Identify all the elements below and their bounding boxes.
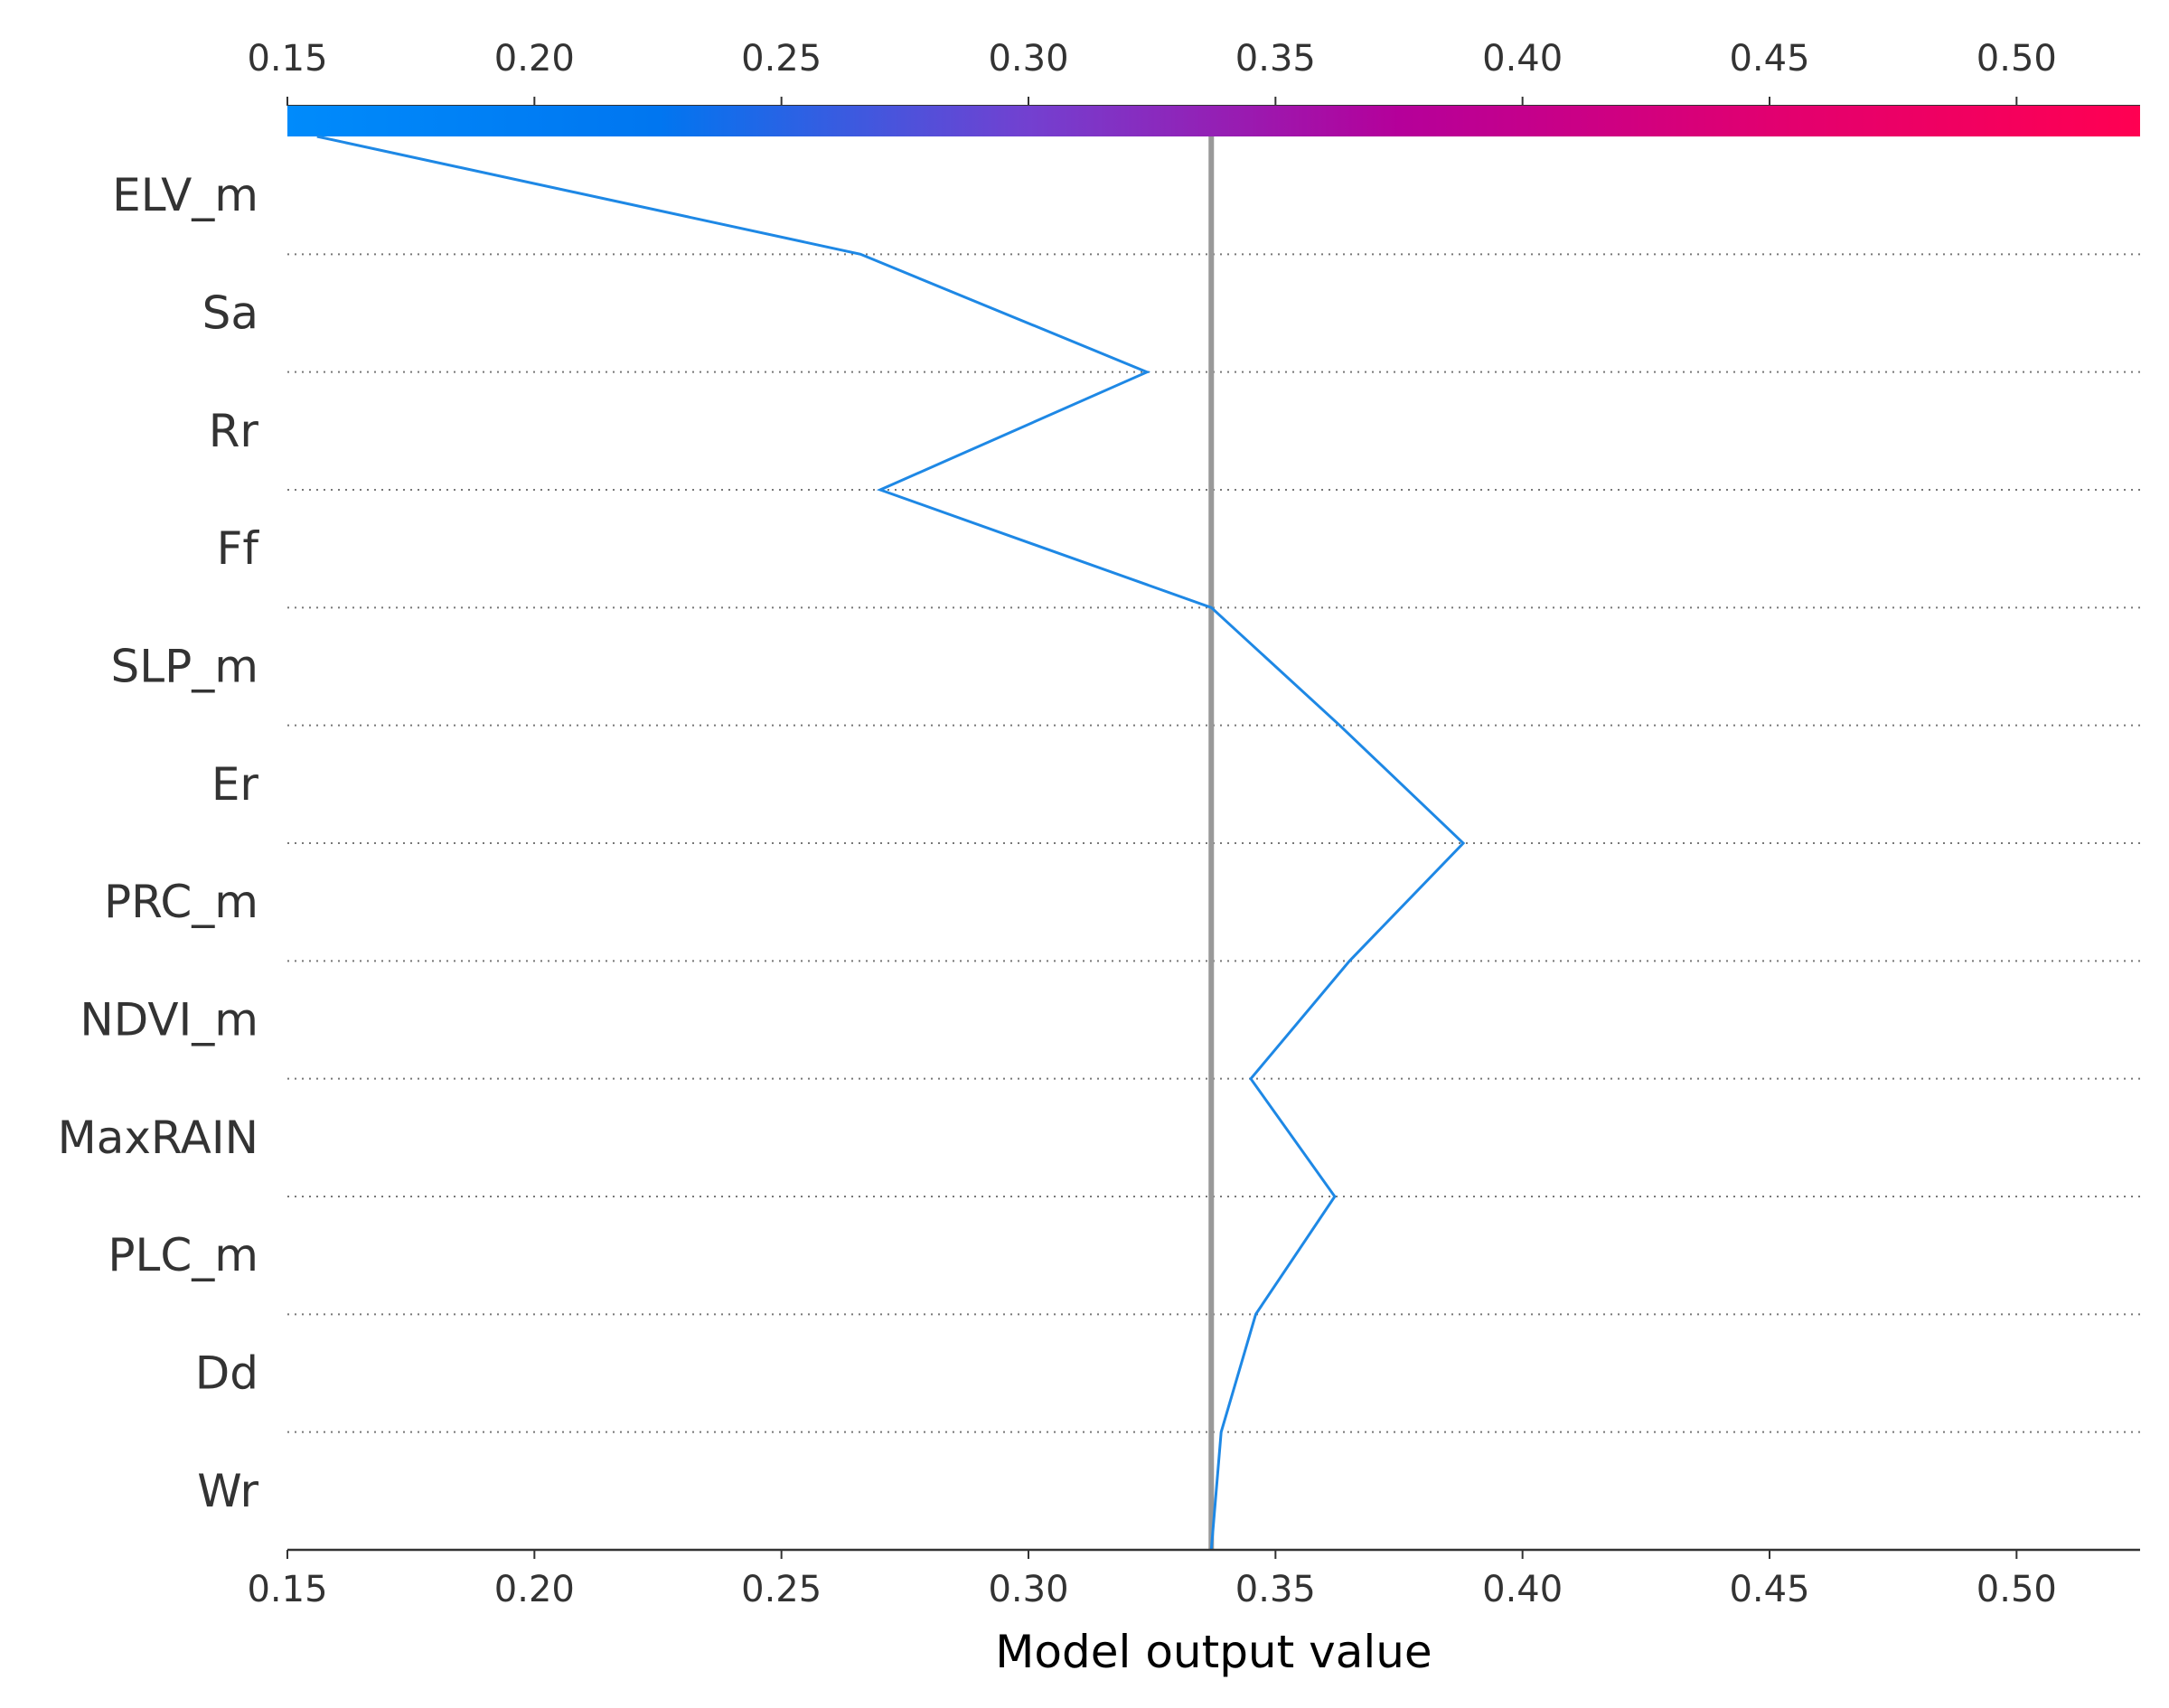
top-tick-label: 0.25 — [741, 38, 822, 80]
top-tick-label: 0.30 — [988, 38, 1068, 80]
feature-label-maxrain: MaxRAIN — [58, 1112, 258, 1164]
bottom-tick-label: 0.35 — [1235, 1569, 1316, 1610]
bottom-tick-label: 0.25 — [741, 1569, 822, 1610]
top-tick-label: 0.50 — [1977, 38, 2057, 80]
colorbar — [287, 106, 2140, 136]
feature-label-prc_m: PRC_m — [104, 876, 258, 928]
feature-label-plc_m: PLC_m — [108, 1229, 258, 1281]
feature-label-er: Er — [211, 758, 259, 811]
feature-label-dd: Dd — [195, 1347, 258, 1400]
bottom-tick-label: 0.20 — [494, 1569, 575, 1610]
top-tick-label: 0.40 — [1482, 38, 1563, 80]
feature-label-ff: Ff — [217, 522, 260, 575]
feature-label-rr: Rr — [209, 405, 259, 457]
top-tick-label: 0.45 — [1729, 38, 1809, 80]
bottom-tick-label: 0.15 — [247, 1569, 327, 1610]
bottom-tick-label: 0.30 — [988, 1569, 1068, 1610]
feature-label-wr: Wr — [197, 1465, 258, 1517]
feature-label-sa: Sa — [202, 287, 258, 340]
top-tick-label: 0.15 — [247, 38, 327, 80]
x-axis-title: Model output value — [995, 1626, 1432, 1678]
feature-label-elv_m: ELV_m — [112, 169, 258, 221]
top-tick-label: 0.35 — [1235, 38, 1316, 80]
bottom-tick-label: 0.50 — [1977, 1569, 2057, 1610]
feature-label-slp_m: SLP_m — [111, 641, 258, 693]
bottom-axis: 0.15 0.20 0.25 0.30 0.35 0.40 0.45 0.50 — [247, 1548, 2140, 1610]
feature-label-ndvi_m: NDVI_m — [80, 994, 258, 1046]
bottom-tick-label: 0.40 — [1482, 1569, 1563, 1610]
feature-labels: ELV_m Sa Rr Ff SLP_m Er PRC_m NDVI_m MaxRAIN PLC_… — [58, 169, 260, 1517]
decision-path-line — [316, 135, 1466, 1551]
top-tick-label: 0.20 — [494, 38, 575, 80]
bottom-tick-label: 0.45 — [1729, 1569, 1809, 1610]
top-axis: 0.15 0.20 0.25 0.30 0.35 0.40 0.45 0.50 — [247, 38, 2140, 107]
